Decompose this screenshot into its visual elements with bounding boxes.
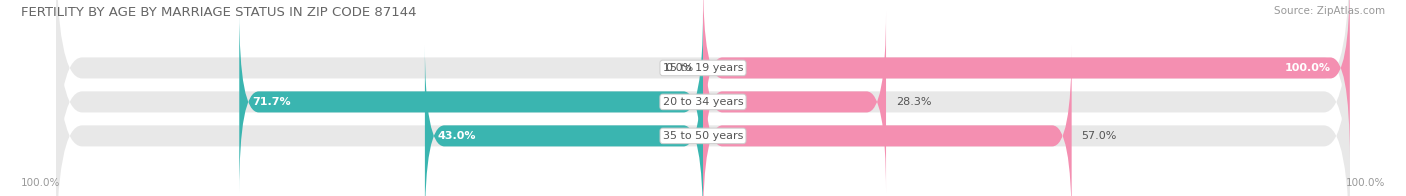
Text: 0.0%: 0.0% (665, 63, 693, 73)
Text: 43.0%: 43.0% (437, 131, 477, 141)
Text: Source: ZipAtlas.com: Source: ZipAtlas.com (1274, 6, 1385, 16)
FancyBboxPatch shape (239, 11, 703, 193)
FancyBboxPatch shape (703, 44, 1071, 196)
FancyBboxPatch shape (56, 0, 1350, 193)
Text: 57.0%: 57.0% (1081, 131, 1116, 141)
FancyBboxPatch shape (56, 11, 1350, 196)
Text: 100.0%: 100.0% (21, 178, 60, 188)
FancyBboxPatch shape (425, 44, 703, 196)
FancyBboxPatch shape (703, 0, 1350, 159)
Text: 35 to 50 years: 35 to 50 years (662, 131, 744, 141)
Text: 15 to 19 years: 15 to 19 years (662, 63, 744, 73)
Text: 28.3%: 28.3% (896, 97, 931, 107)
Text: 20 to 34 years: 20 to 34 years (662, 97, 744, 107)
Text: 100.0%: 100.0% (1284, 63, 1330, 73)
Text: 100.0%: 100.0% (1346, 178, 1385, 188)
FancyBboxPatch shape (56, 0, 1350, 196)
FancyBboxPatch shape (703, 11, 886, 193)
Text: FERTILITY BY AGE BY MARRIAGE STATUS IN ZIP CODE 87144: FERTILITY BY AGE BY MARRIAGE STATUS IN Z… (21, 6, 416, 19)
Text: 71.7%: 71.7% (252, 97, 291, 107)
